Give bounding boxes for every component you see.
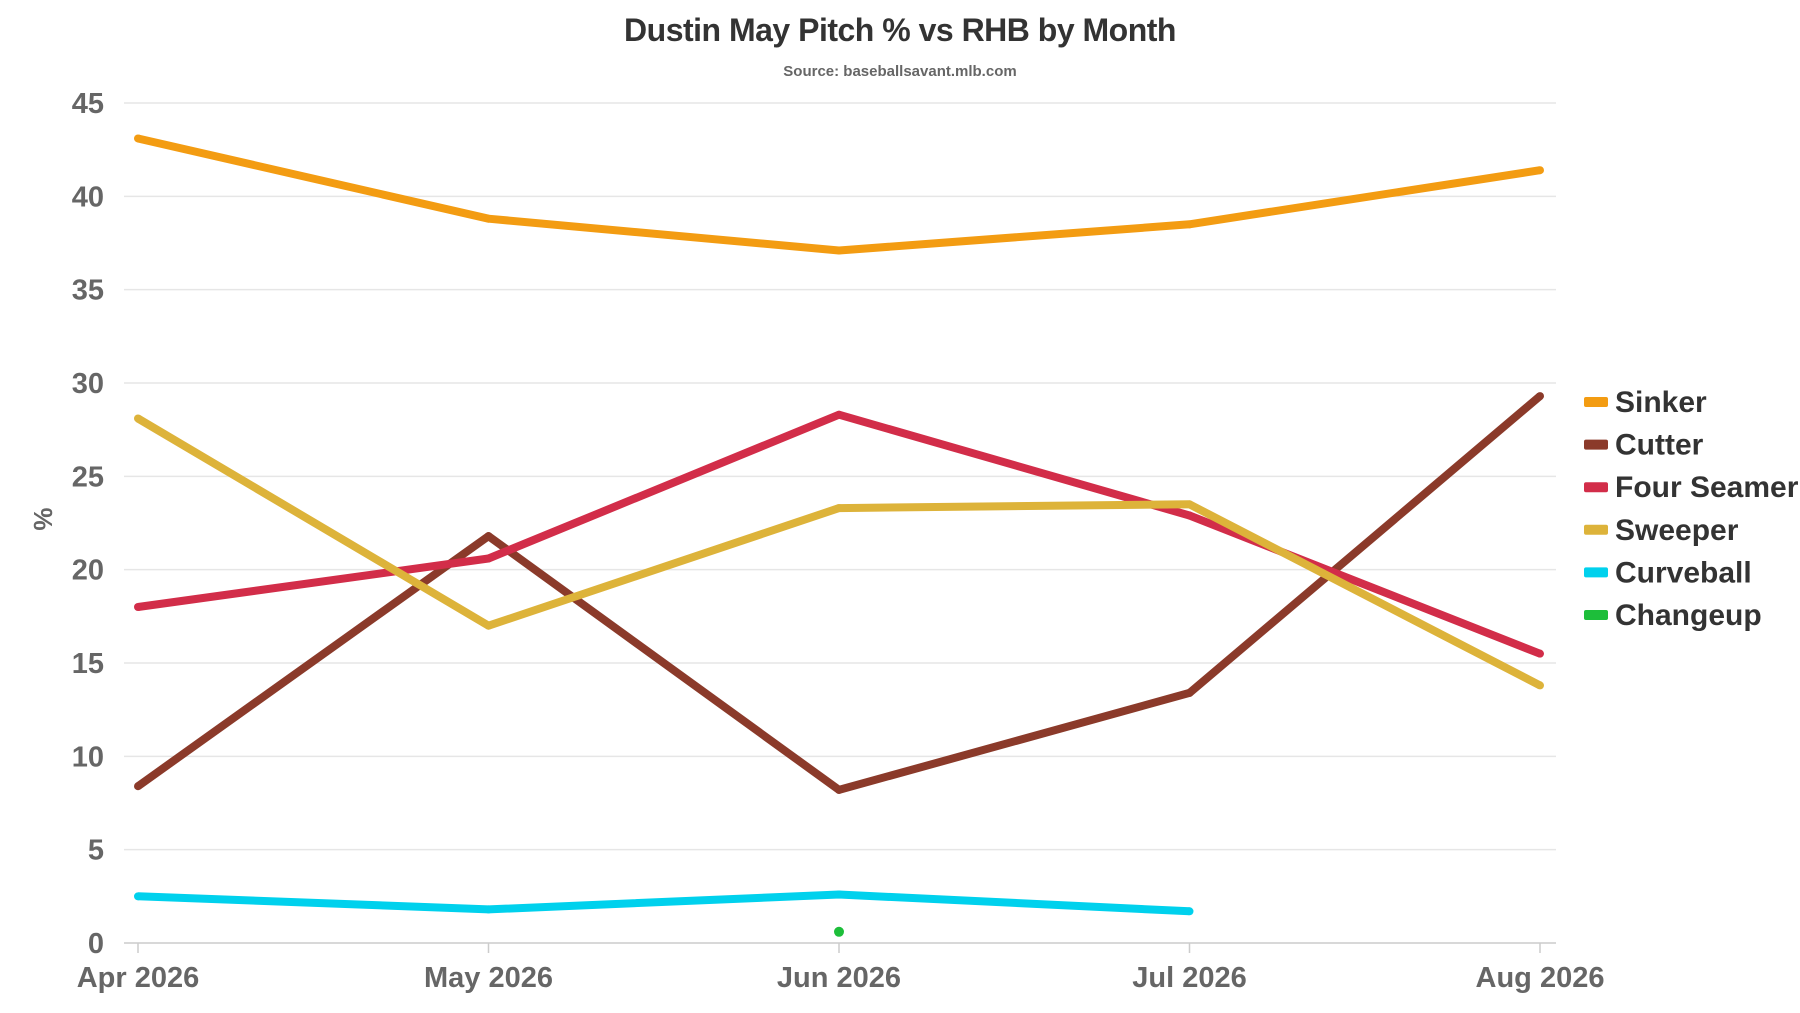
series-cutter[interactable] [134,392,1544,794]
series-four-seamer[interactable] [134,410,1544,658]
y-tick-label: 5 [88,835,104,867]
x-tick-label: Jun 2026 [777,962,901,994]
legend-item-sinker[interactable]: Sinker [1584,386,1707,419]
series-line[interactable] [137,890,1190,916]
x-tick-label: May 2026 [424,962,553,994]
series-group [134,134,1544,937]
y-axis: 0 5 10 15 20 25 30 35 40 45 [72,88,104,960]
y-tick-label: 40 [72,181,104,213]
y-axis-title: % [28,507,58,530]
data-point[interactable] [134,782,142,791]
chart-title: Dustin May Pitch % vs RHB by Month [624,12,1176,48]
legend-item-cutter[interactable]: Cutter [1584,429,1704,462]
data-point[interactable] [835,890,843,899]
data-point[interactable] [835,246,843,255]
legend-label: Cutter [1615,429,1704,462]
series-line[interactable] [135,393,1543,794]
x-tick-label: Apr 2026 [77,962,200,994]
legend-item-changeup[interactable]: Changeup [1584,599,1762,632]
data-point[interactable] [1185,511,1194,520]
data-point[interactable] [835,410,843,419]
y-tick-label: 25 [72,461,104,493]
grid [124,102,1556,851]
y-tick-label: 45 [72,88,104,120]
legend-swatch [1584,567,1608,578]
data-point[interactable] [134,414,142,423]
legend-swatch [1584,524,1608,535]
x-tick-label: Jul 2026 [1132,962,1246,994]
data-point[interactable] [1536,681,1544,690]
legend-label: Changeup [1615,599,1762,632]
legend[interactable]: Sinker Cutter Four Seamer Sweeper Curveball C… [1584,386,1799,632]
x-axis: Apr 2026 May 2026 Jun 2026 Jul 2026 Aug 2026 [77,942,1605,994]
legend-swatch [1584,397,1608,407]
data-point[interactable] [484,621,493,630]
legend-swatch [1584,610,1608,620]
y-tick-label: 35 [72,275,104,307]
y-tick-label: 0 [88,928,104,960]
legend-label: Sinker [1615,386,1707,419]
legend-item-four-seamer[interactable]: Four Seamer [1584,471,1799,504]
legend-swatch [1584,439,1608,450]
data-point[interactable] [1185,500,1194,509]
legend-label: Four Seamer [1615,471,1799,504]
data-point[interactable] [1185,907,1194,916]
data-point[interactable] [835,504,843,513]
legend-item-curveball[interactable]: Curveball [1584,556,1752,589]
data-point[interactable] [134,892,142,901]
legend-swatch [1584,482,1608,493]
y-tick-label: 20 [72,555,104,587]
series-line[interactable] [135,415,1542,689]
series-changeup[interactable] [834,926,844,937]
series-sinker[interactable] [134,134,1544,255]
legend-item-sweeper[interactable]: Sweeper [1584,514,1739,547]
data-point[interactable] [1185,220,1194,229]
series-curveball[interactable] [134,890,1194,916]
data-point[interactable] [134,603,142,611]
chart-subtitle: Source: baseballsavant.mlb.com [783,63,1016,80]
data-point[interactable] [1185,688,1194,697]
data-point[interactable] [484,554,493,563]
series-line[interactable] [137,134,1541,255]
data-point[interactable] [1536,649,1544,658]
data-point[interactable] [1536,392,1544,401]
legend-label: Curveball [1615,556,1752,589]
y-tick-label: 10 [72,741,104,773]
legend-label: Sweeper [1615,514,1739,547]
series-line[interactable] [137,410,1542,658]
data-point[interactable] [484,214,493,223]
data-point[interactable] [1536,166,1544,175]
data-point[interactable] [484,905,493,914]
data-point[interactable] [134,134,142,143]
data-point[interactable] [484,532,493,541]
data-point[interactable] [835,785,843,794]
data-point[interactable] [834,926,844,937]
series-sweeper[interactable] [134,414,1544,690]
x-tick-label: Aug 2026 [1476,962,1605,994]
y-tick-label: 15 [72,648,104,680]
y-tick-label: 30 [72,368,104,400]
